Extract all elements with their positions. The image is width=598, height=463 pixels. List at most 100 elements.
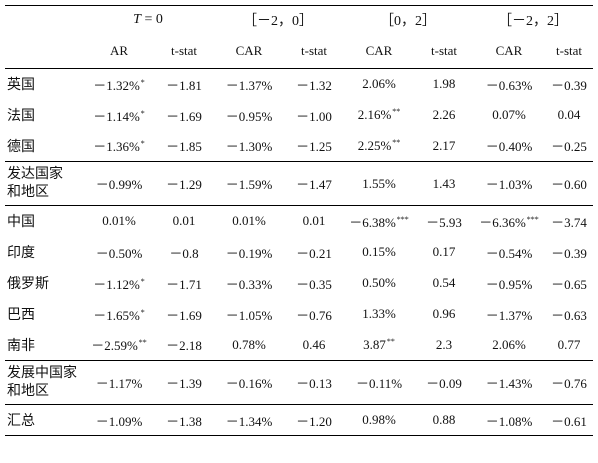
cell-value: 2.26: [432, 107, 456, 122]
cell-value: －1.69: [166, 307, 202, 323]
cell-value: －0.11%: [355, 376, 403, 391]
cell-value: －1.39: [166, 376, 202, 391]
row-label: 南非: [5, 330, 83, 361]
cell-value: 2.17: [432, 137, 456, 153]
table-cell: －0.63: [545, 299, 593, 330]
row-label-text: 和地区: [7, 184, 49, 200]
table-cell: －1.81: [155, 69, 213, 100]
cell-value: 0.07%: [492, 107, 526, 122]
table-cell: 1.55%: [343, 162, 415, 206]
cell-value: －1.36%: [93, 139, 140, 155]
table-cell: 2.26: [415, 100, 473, 131]
cell-value: －1.38: [166, 413, 202, 429]
cell-value: －0.76: [551, 376, 587, 391]
cell-value: －0.21: [296, 245, 332, 261]
group-header: ［0，2］: [343, 6, 473, 35]
cell-value: －0.40%: [485, 139, 533, 155]
cell-value: －1.81: [166, 77, 202, 93]
row-label: 中国: [5, 206, 83, 237]
table-row: 俄罗斯 －1.12%* －1.71 －0.33% －0.35 0.50% 0.54 －0.95…: [5, 268, 593, 299]
cell-value: 0.15%: [362, 244, 396, 259]
table-row: 汇总 －1.09% －1.38 －1.34% －1.20 0.98% 0.88 －1.08% －…: [5, 404, 593, 436]
cell-value: 2.16%: [357, 107, 392, 122]
table-cell: 2.25%**: [343, 131, 415, 162]
table-cell: －1.00: [285, 100, 343, 131]
cell-value: 0.88: [432, 412, 456, 427]
table-cell: －1.08%: [473, 405, 545, 436]
cell-value: 0.01%: [232, 213, 266, 229]
table-body: 英国 －1.32%* －1.81 －1.37% －1.32 2.06% 1.98 －0.63%…: [5, 68, 593, 436]
cell-value: －1.32: [296, 77, 332, 93]
table-cell: －1.69: [155, 299, 213, 330]
row-label-text: 印度: [7, 246, 35, 261]
row-label-text: 英国: [7, 78, 35, 94]
table-cell: 0.78%: [213, 330, 285, 361]
cell-value: －1.00: [296, 108, 332, 124]
cell-value: －0.16%: [225, 376, 273, 391]
table-cell: －0.95%: [473, 268, 545, 299]
table-cell: 0.88: [415, 405, 473, 436]
cell-value: 0.01%: [102, 213, 136, 229]
cell-value: －0.60: [551, 177, 587, 192]
group-header-text: = 0: [140, 12, 163, 27]
table-row: 英国 －1.32%* －1.81 －1.37% －1.32 2.06% 1.98 －0.63%…: [5, 68, 593, 100]
table-cell: －1.37%: [473, 299, 545, 330]
group-header-text: ［－2，2］: [498, 14, 568, 29]
table-cell: －0.99%: [83, 162, 155, 206]
cell-value: －1.43%: [485, 376, 533, 391]
table-cell: 2.06%: [473, 330, 545, 361]
table-cell: －3.74: [545, 206, 593, 237]
table-row: 中国 0.01% 0.01 0.01% 0.01 －6.38%*** －5.93 －6.36%…: [5, 205, 593, 237]
table-cell: －0.25: [545, 131, 593, 162]
group-header: T = 0: [83, 6, 213, 35]
cell-value: －0.25: [551, 139, 587, 155]
cell-value: －6.36%: [479, 214, 526, 230]
cell-value: 0.96: [432, 306, 456, 321]
table-cell: －1.32%*: [83, 69, 155, 100]
cell-value: 0.78%: [232, 336, 266, 352]
cell-value: 0.01: [302, 213, 326, 229]
row-label: 发展中国家 和地区: [5, 361, 83, 405]
row-label: 汇总: [5, 405, 83, 436]
cell-value: －6.38%: [349, 214, 396, 230]
table-cell: －1.47: [285, 162, 343, 206]
table-cell: 0.98%: [343, 405, 415, 436]
group-header: ［－2，0］: [213, 6, 343, 35]
cell-value: －0.65: [551, 276, 587, 292]
table-cell: －5.93: [415, 206, 473, 237]
table-cell: 1.43: [415, 162, 473, 206]
table-cell: 0.77: [545, 330, 593, 361]
row-label: 英国: [5, 69, 83, 100]
table-cell: 0.04: [545, 100, 593, 131]
table-cell: －0.61: [545, 405, 593, 436]
table-cell: －0.09: [415, 361, 473, 405]
cell-value: －1.03%: [485, 177, 533, 192]
cell-value: －0.33%: [225, 276, 273, 292]
cell-value: －1.32%: [93, 77, 140, 93]
table-cell: －0.16%: [213, 361, 285, 405]
cell-value: －1.17%: [95, 376, 143, 391]
header-columns-row: AR t-stat CAR t-stat CAR t-stat CAR t-stat: [5, 34, 593, 69]
table-cell: －1.39: [155, 361, 213, 405]
cell-value: 0.50%: [362, 275, 396, 290]
table-cell: －0.13: [285, 361, 343, 405]
row-label-text: 巴西: [7, 308, 35, 323]
column-header: AR: [109, 43, 129, 58]
table-cell: －0.11%: [343, 361, 415, 405]
table-cell: 1.98: [415, 69, 473, 100]
cell-value: 2.06%: [362, 76, 396, 92]
cell-value: 2.25%: [357, 137, 392, 153]
cell-value: －0.8: [169, 245, 199, 261]
group-header-text: ［－2，0］: [243, 14, 313, 29]
table-cell: 2.16%**: [343, 100, 415, 131]
cell-value: －1.08%: [485, 413, 533, 429]
cell-value: －1.05%: [225, 307, 273, 323]
table-cell: －1.30%: [213, 131, 285, 162]
significance-marker: *: [140, 77, 145, 87]
table-cell: －0.33%: [213, 268, 285, 299]
cell-value: 1.33%: [362, 306, 396, 321]
cell-value: －0.35: [296, 276, 332, 292]
significance-marker: *: [140, 276, 145, 286]
cell-value: －5.93: [426, 214, 462, 230]
header-groups-row: T = 0 ［－2，0］ ［0，2］ ［－2，2］: [5, 5, 593, 35]
